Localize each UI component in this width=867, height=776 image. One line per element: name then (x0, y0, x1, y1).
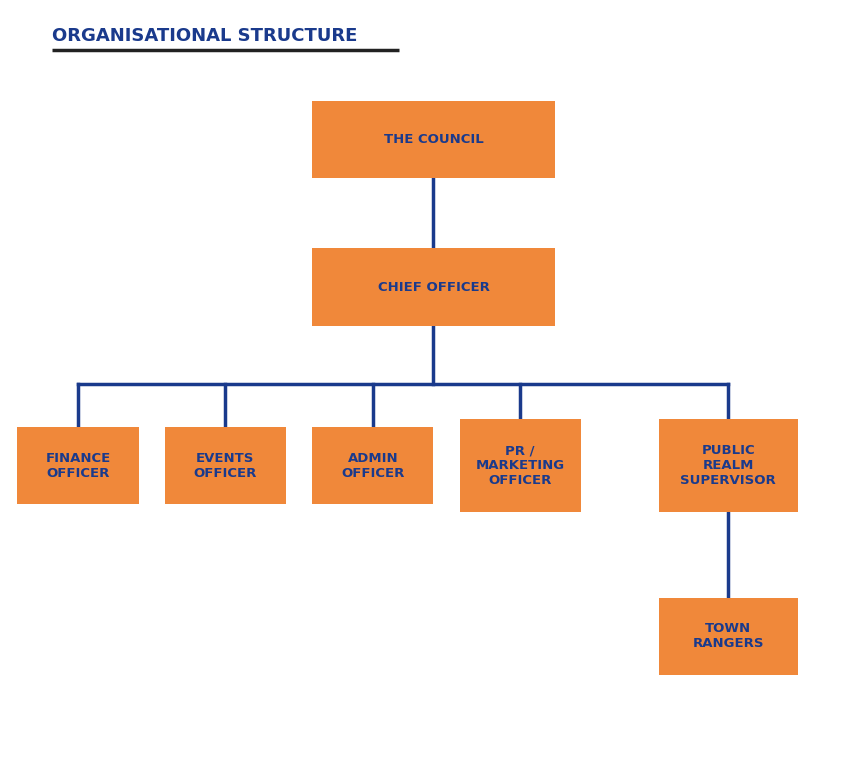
FancyBboxPatch shape (312, 427, 434, 504)
Text: THE COUNCIL: THE COUNCIL (383, 133, 484, 146)
FancyBboxPatch shape (659, 419, 798, 512)
FancyBboxPatch shape (165, 427, 286, 504)
FancyBboxPatch shape (460, 419, 581, 512)
Text: TOWN
RANGERS: TOWN RANGERS (693, 622, 764, 650)
Text: ADMIN
OFFICER: ADMIN OFFICER (341, 452, 405, 480)
FancyBboxPatch shape (17, 427, 139, 504)
FancyBboxPatch shape (659, 598, 798, 675)
FancyBboxPatch shape (312, 101, 555, 178)
Text: PR /
MARKETING
OFFICER: PR / MARKETING OFFICER (476, 444, 564, 487)
Text: ORGANISATIONAL STRUCTURE: ORGANISATIONAL STRUCTURE (52, 27, 357, 45)
Text: PUBLIC
REALM
SUPERVISOR: PUBLIC REALM SUPERVISOR (681, 444, 776, 487)
Text: FINANCE
OFFICER: FINANCE OFFICER (45, 452, 111, 480)
Text: CHIEF OFFICER: CHIEF OFFICER (377, 281, 490, 293)
FancyBboxPatch shape (312, 248, 555, 326)
Text: EVENTS
OFFICER: EVENTS OFFICER (193, 452, 257, 480)
